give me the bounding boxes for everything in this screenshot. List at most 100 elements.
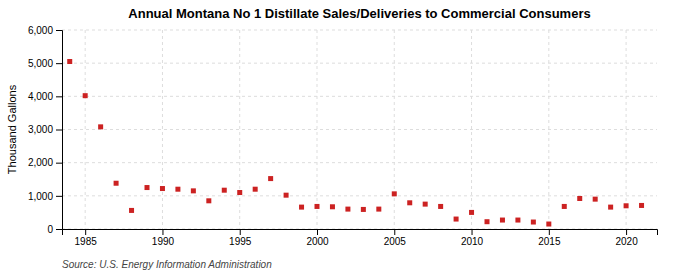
point (83, 93, 88, 98)
point (253, 187, 258, 192)
point (423, 202, 428, 207)
y-tick: 4,000 (28, 91, 62, 102)
point (546, 222, 551, 227)
point (438, 204, 443, 209)
point (345, 207, 350, 212)
x-tick-label: 2015 (538, 236, 561, 247)
point (98, 124, 103, 129)
point (114, 181, 119, 186)
x-tick-mark (162, 229, 163, 235)
x-tick-mark (394, 229, 395, 235)
x-tick-label: 1995 (229, 236, 252, 247)
point (237, 190, 242, 195)
point (299, 205, 304, 210)
point (330, 204, 335, 209)
point (284, 193, 289, 198)
x-axis-line (63, 230, 658, 236)
points (67, 59, 644, 227)
y-tick-mark (56, 96, 62, 97)
point (562, 204, 567, 209)
x-tick: 2005 (384, 229, 407, 247)
y-tick-label: 1,000 (28, 191, 53, 202)
plot-area: 1985 1990 1995 2000 2005 2010 2015 2020 0 1,000 2,… (28, 25, 658, 247)
point (129, 208, 134, 213)
y-tick: 3,000 (28, 124, 62, 135)
point (469, 210, 474, 215)
point (315, 204, 320, 209)
point (577, 196, 582, 201)
x-tick-mark (626, 229, 627, 235)
y-tick: 0 (47, 224, 62, 235)
x-tick-label: 2020 (615, 236, 638, 247)
point (206, 198, 211, 203)
point (175, 187, 180, 192)
grid-line-y (62, 30, 657, 31)
point (407, 200, 412, 205)
y-tick-mark (56, 130, 62, 131)
point (222, 188, 227, 193)
grid-line-y (62, 63, 657, 64)
y-tick-mark (56, 196, 62, 197)
grid-line-y (62, 129, 657, 130)
y-axis: 0 1,000 2,000 3,000 4,000 5,000 6,000 (28, 25, 63, 235)
y-tick: 5,000 (28, 58, 62, 69)
point (485, 219, 490, 224)
point (67, 59, 72, 64)
x-tick: 2020 (615, 229, 638, 247)
x-tick-label: 2010 (461, 236, 484, 247)
point (639, 203, 644, 208)
point (361, 207, 366, 212)
point (191, 188, 196, 193)
point (593, 197, 598, 202)
x-tick: 1985 (75, 229, 98, 247)
x-tick: 2015 (538, 229, 561, 247)
point (160, 186, 165, 191)
x-tick-mark (472, 229, 473, 235)
y-tick-mark (56, 229, 62, 230)
y-tick-label: 0 (47, 224, 53, 235)
x-tick-label: 1985 (75, 236, 98, 247)
point (376, 207, 381, 212)
grid (62, 30, 657, 229)
point (454, 217, 459, 222)
grid-line-y (62, 96, 657, 97)
grid-line-x (162, 30, 163, 229)
x-tick-mark (549, 229, 550, 235)
point (624, 203, 629, 208)
x-tick-label: 2000 (306, 236, 329, 247)
x-tick: 1990 (152, 229, 175, 247)
y-tick: 2,000 (28, 157, 62, 168)
chart-container: 1985 1990 1995 2000 2005 2010 2015 2020 0 1,000 2,… (0, 0, 675, 275)
x-tick-mark (240, 229, 241, 235)
grid-line-y (62, 162, 657, 163)
y-tick-label: 5,000 (28, 58, 53, 69)
grid-line-x (239, 30, 240, 229)
y-tick-label: 4,000 (28, 91, 53, 102)
y-tick: 1,000 (28, 191, 62, 202)
x-tick: 1995 (229, 229, 252, 247)
y-tick-label: 6,000 (28, 25, 53, 36)
x-tick-label: 1990 (152, 236, 175, 247)
x-tick: 2000 (306, 229, 329, 247)
grid-line-x (85, 30, 86, 229)
title: Annual Montana No 1 Distillate Sales/Del… (128, 6, 590, 21)
y-tick: 6,000 (28, 25, 62, 36)
y-axis-line (56, 31, 63, 230)
x-tick: 2010 (461, 229, 484, 247)
y-tick-mark (56, 163, 62, 164)
y-axis-title: Thousand Gallons (6, 84, 18, 174)
point (515, 218, 520, 223)
y-tick-label: 2,000 (28, 157, 53, 168)
point (145, 185, 150, 190)
point (500, 218, 505, 223)
grid-line-y (62, 195, 657, 196)
y-tick-label: 3,000 (28, 124, 53, 135)
y-tick-mark (56, 63, 62, 64)
x-tick-mark (85, 229, 86, 235)
chart-svg: 1985 1990 1995 2000 2005 2010 2015 2020 0 1,000 2,… (0, 0, 675, 275)
source-note: Source: U.S. Energy Information Administ… (62, 259, 272, 270)
y-tick-mark (56, 30, 62, 31)
point (531, 220, 536, 225)
x-tick-mark (317, 229, 318, 235)
point (392, 191, 397, 196)
